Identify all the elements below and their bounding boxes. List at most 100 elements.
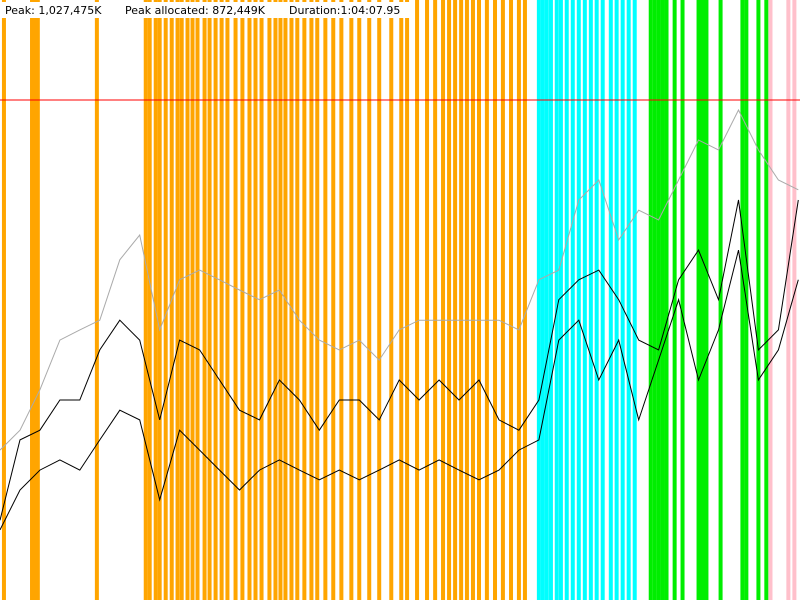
gc-event: [219, 0, 224, 600]
gc-event: [459, 0, 464, 600]
gc-event: [570, 0, 575, 600]
gc-event: [704, 0, 709, 600]
gc-event: [792, 0, 797, 600]
gc-event: [94, 0, 99, 600]
gc-event: [614, 0, 619, 600]
gc-event: [540, 0, 545, 600]
gc-event: [447, 0, 452, 600]
gc-event: [357, 0, 362, 600]
gc-event: [764, 0, 769, 600]
gc-event: [202, 0, 207, 600]
gc-event: [240, 0, 245, 600]
gc-event: [564, 0, 569, 600]
gc-event: [175, 0, 180, 600]
gc-event: [147, 0, 152, 600]
gc-event: [153, 0, 158, 600]
gc-event: [768, 0, 773, 600]
gc-event: [608, 0, 613, 600]
gc-event: [554, 0, 559, 600]
gc-event: [1, 0, 6, 600]
gc-event: [588, 0, 593, 600]
gc-event: [700, 0, 705, 600]
gc-event: [470, 0, 475, 600]
gc-event: [267, 0, 272, 600]
gc-event: [656, 0, 661, 600]
gc-event: [536, 0, 541, 600]
gc-event: [207, 0, 212, 600]
gc-event: [652, 0, 657, 600]
gc-event: [548, 0, 553, 600]
gc-event: [626, 0, 631, 600]
gc-event: [289, 0, 294, 600]
gc-event: [718, 0, 723, 600]
gc-event: [558, 0, 563, 600]
gc-event: [157, 0, 162, 600]
gc-event: [331, 0, 336, 600]
gc-event: [516, 0, 521, 600]
gc-event: [576, 0, 581, 600]
gc-event: [185, 0, 190, 600]
header-bg: [0, 2, 415, 18]
gc-event: [415, 0, 420, 600]
gc-event: [594, 0, 599, 600]
gc-event: [660, 0, 665, 600]
gc-event: [339, 0, 344, 600]
gc-event: [278, 0, 283, 600]
gc-event: [464, 0, 469, 600]
gc-event: [756, 0, 761, 600]
gc-event: [786, 0, 791, 600]
gc-event: [259, 0, 264, 600]
gc-event: [441, 0, 446, 600]
gc-event: [632, 0, 637, 600]
gc-event: [143, 0, 148, 600]
gc-event: [544, 0, 549, 600]
gc-event: [323, 0, 328, 600]
gc-event: [484, 0, 489, 600]
gc-event: [247, 0, 252, 600]
gc-event: [195, 0, 200, 600]
gc-event: [477, 0, 482, 600]
gc-event: [582, 0, 587, 600]
series-line: [0, 249, 799, 531]
gc-event: [648, 0, 653, 600]
gc-event: [672, 0, 677, 600]
gc-event: [309, 0, 314, 600]
gc-event: [696, 0, 701, 600]
gc-event: [493, 0, 498, 600]
gc-event: [600, 0, 605, 600]
gc-event: [664, 0, 669, 600]
gc-event: [190, 0, 195, 600]
lines: [0, 99, 800, 531]
header-text: Peak: 1,027,475K: [5, 4, 102, 17]
gc-event: [349, 0, 354, 600]
gc-event: [405, 0, 410, 600]
gc-event: [740, 0, 745, 600]
gc-event: [302, 0, 307, 600]
gc-event: [680, 0, 685, 600]
gc-event: [35, 0, 40, 600]
gc-event: [399, 0, 404, 600]
gc-event: [367, 0, 372, 600]
gc-event: [233, 0, 238, 600]
gc-event: [500, 0, 505, 600]
gc-event: [389, 0, 394, 600]
gc-event: [179, 0, 184, 600]
gc-event: [253, 0, 258, 600]
gc-event: [273, 0, 278, 600]
gc-event: [30, 0, 35, 600]
series-line: [0, 199, 799, 521]
gc-event: [620, 0, 625, 600]
header-text: Duration:1:04:07.95: [289, 4, 400, 17]
gc-event: [425, 0, 430, 600]
gc-event: [295, 0, 300, 600]
gc-event: [225, 0, 230, 600]
gc-event: [213, 0, 218, 600]
gc-event: [377, 0, 382, 600]
gc-event: [522, 0, 527, 600]
gc-event: [433, 0, 438, 600]
header-text: Peak allocated: 872,449K: [125, 4, 266, 17]
gc-event: [453, 0, 458, 600]
gc-event: [315, 0, 320, 600]
